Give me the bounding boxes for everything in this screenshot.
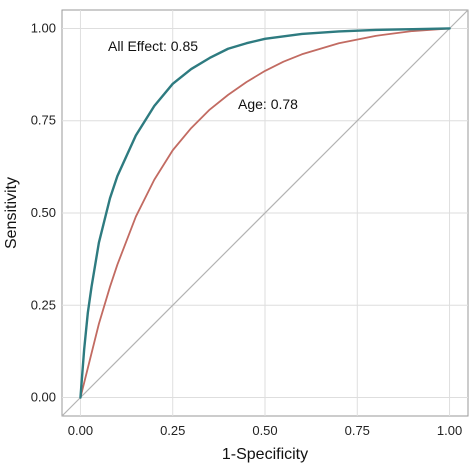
reference-diagonal <box>61 9 469 417</box>
y-tick-label: 0.25 <box>31 297 56 312</box>
roc-curve-all-effect <box>79 27 451 399</box>
series-annotation-age: Age: 0.78 <box>238 96 298 112</box>
y-axis-title: Sensitivity <box>3 177 20 249</box>
y-tick-label: 1.00 <box>31 20 56 35</box>
reference-line <box>61 9 469 417</box>
y-tick-labels: 0.00 0.25 0.50 0.75 1.00 <box>31 20 56 404</box>
x-tick-labels: 0.00 0.25 0.50 0.75 1.00 <box>68 423 462 438</box>
y-tick-label: 0.50 <box>31 205 56 220</box>
grid-lines <box>62 10 468 416</box>
y-tick-label: 0.75 <box>31 113 56 128</box>
y-tick-label: 0.00 <box>31 390 56 405</box>
x-tick-label: 0.75 <box>345 423 370 438</box>
x-tick-label: 0.25 <box>160 423 185 438</box>
roc-curves <box>79 27 451 399</box>
x-tick-label: 0.00 <box>68 423 93 438</box>
x-tick-label: 0.50 <box>252 423 277 438</box>
roc-curve-age <box>79 27 451 399</box>
series-annotation-all-effect: All Effect: 0.85 <box>108 38 198 54</box>
x-axis-title: 1-Specificity <box>222 446 308 463</box>
x-tick-label: 1.00 <box>437 423 462 438</box>
